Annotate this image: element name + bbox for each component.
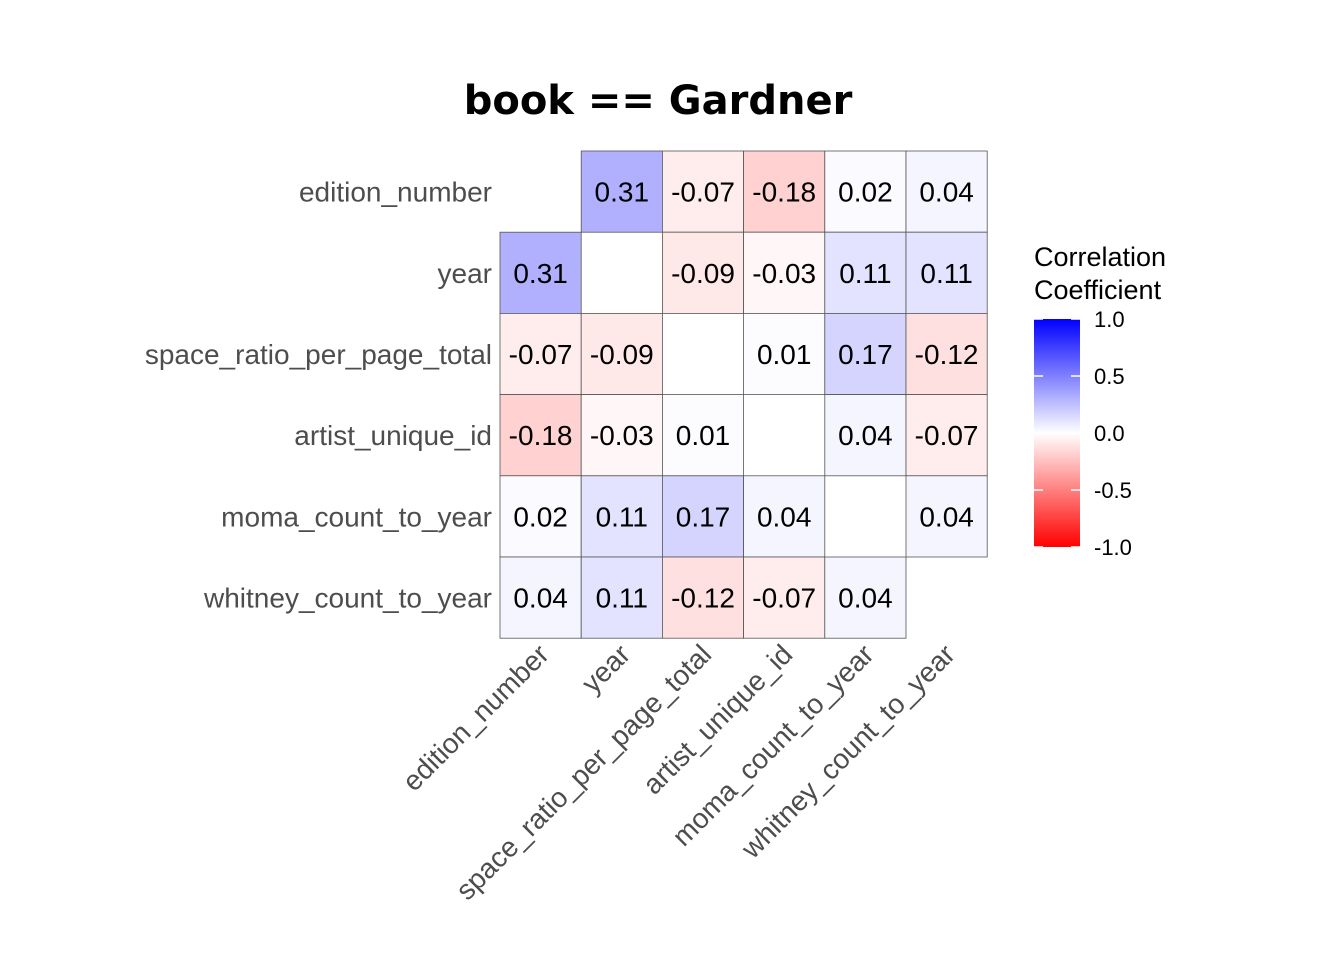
heatmap-cell <box>905 312 988 395</box>
cell-value-label: 0.17 <box>838 339 893 370</box>
cell-value-label: 0.11 <box>596 583 648 614</box>
cell-value-label: 0.02 <box>513 501 568 532</box>
cell-value-label: -0.09 <box>671 258 735 289</box>
heatmap-cell <box>499 394 582 477</box>
cell-value-label: 0.01 <box>757 339 812 370</box>
cell-value-label: -0.12 <box>915 339 979 370</box>
cell-value-label: 0.02 <box>838 177 893 208</box>
heatmap-cell <box>662 231 745 314</box>
heatmap-cell <box>743 150 826 233</box>
cell-value-label: 0.17 <box>676 501 731 532</box>
x-axis-label: edition_number <box>396 639 554 797</box>
heatmap-cell <box>662 394 745 477</box>
heatmap-cell <box>743 475 826 558</box>
cell-value-label: 0.04 <box>513 583 568 614</box>
y-axis-label: whitney_count_to_year <box>203 583 492 614</box>
heatmap-cell <box>824 556 907 639</box>
x-axis-label: year <box>576 639 636 699</box>
legend-tick-label: 1.0 <box>1094 307 1125 332</box>
cell-value-label: 0.04 <box>919 501 974 532</box>
cell-value-label: 0.31 <box>513 258 568 289</box>
legend-title-line: Coefficient <box>1034 275 1162 305</box>
heatmap-cell <box>580 475 663 558</box>
cell-value-label: 0.04 <box>919 177 974 208</box>
cell-value-label: -0.18 <box>752 177 816 208</box>
cell-value-label: -0.03 <box>590 420 654 451</box>
legend-tick-label: -1.0 <box>1094 535 1132 560</box>
legend-tick-label: 0.5 <box>1094 364 1125 389</box>
heatmap-cell <box>824 394 907 477</box>
y-axis-label: edition_number <box>299 177 492 208</box>
cell-value-label: 0.11 <box>920 258 972 289</box>
cell-value-label: -0.07 <box>671 177 735 208</box>
x-axis-label: artist_unique_id <box>637 639 799 801</box>
heatmap-cell <box>824 150 907 233</box>
heatmap-cell <box>580 150 663 233</box>
heatmap-cell <box>662 150 745 233</box>
cell-value-label: -0.07 <box>915 420 979 451</box>
cell-value-label: 0.11 <box>596 501 648 532</box>
heatmap-cell <box>743 312 826 395</box>
cell-value-label: -0.07 <box>509 339 573 370</box>
heatmap-cell <box>580 556 663 639</box>
heatmap-cell <box>905 231 988 314</box>
cell-value-label: 0.31 <box>595 177 650 208</box>
chart-title: book == Gardner <box>464 78 853 124</box>
heatmap-cell <box>743 231 826 314</box>
heatmap-cells <box>499 150 988 639</box>
cell-value-label: -0.07 <box>752 583 816 614</box>
heatmap-cell <box>499 475 582 558</box>
y-axis-label: space_ratio_per_page_total <box>145 339 492 370</box>
heatmap-cell <box>580 394 663 477</box>
y-axis-label: year <box>438 258 492 289</box>
cell-value-label: -0.03 <box>752 258 816 289</box>
heatmap-cell <box>743 556 826 639</box>
cell-value-label: 0.04 <box>757 501 812 532</box>
legend-tick-label: 0.0 <box>1094 421 1125 446</box>
heatmap-cell <box>905 150 988 233</box>
heatmap-cell-labels: 0.31 -0.07 -0.18 0.02 0.04 0.31 -0.09 -0.03 0.11… <box>509 177 979 614</box>
heatmap-cell <box>662 556 745 639</box>
legend-tick-label: -0.5 <box>1094 478 1132 503</box>
cell-value-label: 0.04 <box>838 420 893 451</box>
heatmap-cell <box>662 475 745 558</box>
cell-value-label: -0.18 <box>509 420 573 451</box>
x-axis-labels: edition_number yearspace_ratio_per_page_t… <box>396 639 960 906</box>
heatmap-cell <box>499 231 582 314</box>
heatmap-cell <box>580 312 663 395</box>
y-axis-label: moma_count_to_year <box>221 501 492 532</box>
cell-value-label: 0.04 <box>838 583 893 614</box>
heatmap-cell <box>905 394 988 477</box>
heatmap-cell <box>905 475 988 558</box>
cell-value-label: 0.11 <box>839 258 891 289</box>
y-axis-label: artist_unique_id <box>294 420 492 451</box>
legend-title-line: Correlation <box>1034 242 1166 272</box>
cell-value-label: -0.09 <box>590 339 654 370</box>
cell-value-label: -0.12 <box>671 583 735 614</box>
heatmap-cell <box>824 312 907 395</box>
cell-value-label: 0.01 <box>676 420 731 451</box>
